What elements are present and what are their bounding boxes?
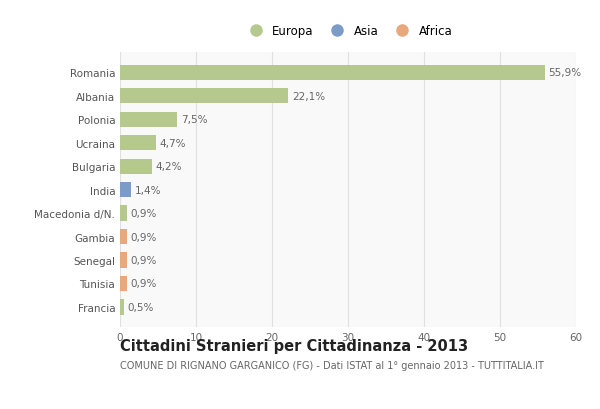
Bar: [120, 89, 288, 104]
Bar: [120, 182, 131, 198]
Bar: [120, 229, 127, 245]
Text: 1,4%: 1,4%: [134, 185, 161, 195]
Bar: [120, 159, 152, 174]
Text: 55,9%: 55,9%: [548, 68, 582, 78]
Text: 7,5%: 7,5%: [181, 115, 208, 125]
Bar: [120, 65, 545, 81]
Text: COMUNE DI RIGNANO GARGANICO (FG) - Dati ISTAT al 1° gennaio 2013 - TUTTITALIA.IT: COMUNE DI RIGNANO GARGANICO (FG) - Dati …: [120, 360, 544, 370]
Bar: [120, 112, 177, 128]
Legend: Europa, Asia, Africa: Europa, Asia, Africa: [239, 21, 457, 43]
Bar: [120, 253, 127, 268]
Text: 0,9%: 0,9%: [131, 279, 157, 289]
Bar: [120, 299, 124, 315]
Text: 0,9%: 0,9%: [131, 209, 157, 218]
Text: 4,7%: 4,7%: [160, 138, 186, 148]
Bar: [120, 136, 156, 151]
Text: 0,9%: 0,9%: [131, 232, 157, 242]
Text: 0,9%: 0,9%: [131, 255, 157, 265]
Bar: [120, 276, 127, 291]
Text: 0,5%: 0,5%: [128, 302, 154, 312]
Text: 4,2%: 4,2%: [156, 162, 182, 172]
Bar: [120, 206, 127, 221]
Text: 22,1%: 22,1%: [292, 92, 325, 101]
Text: Cittadini Stranieri per Cittadinanza - 2013: Cittadini Stranieri per Cittadinanza - 2…: [120, 338, 468, 353]
